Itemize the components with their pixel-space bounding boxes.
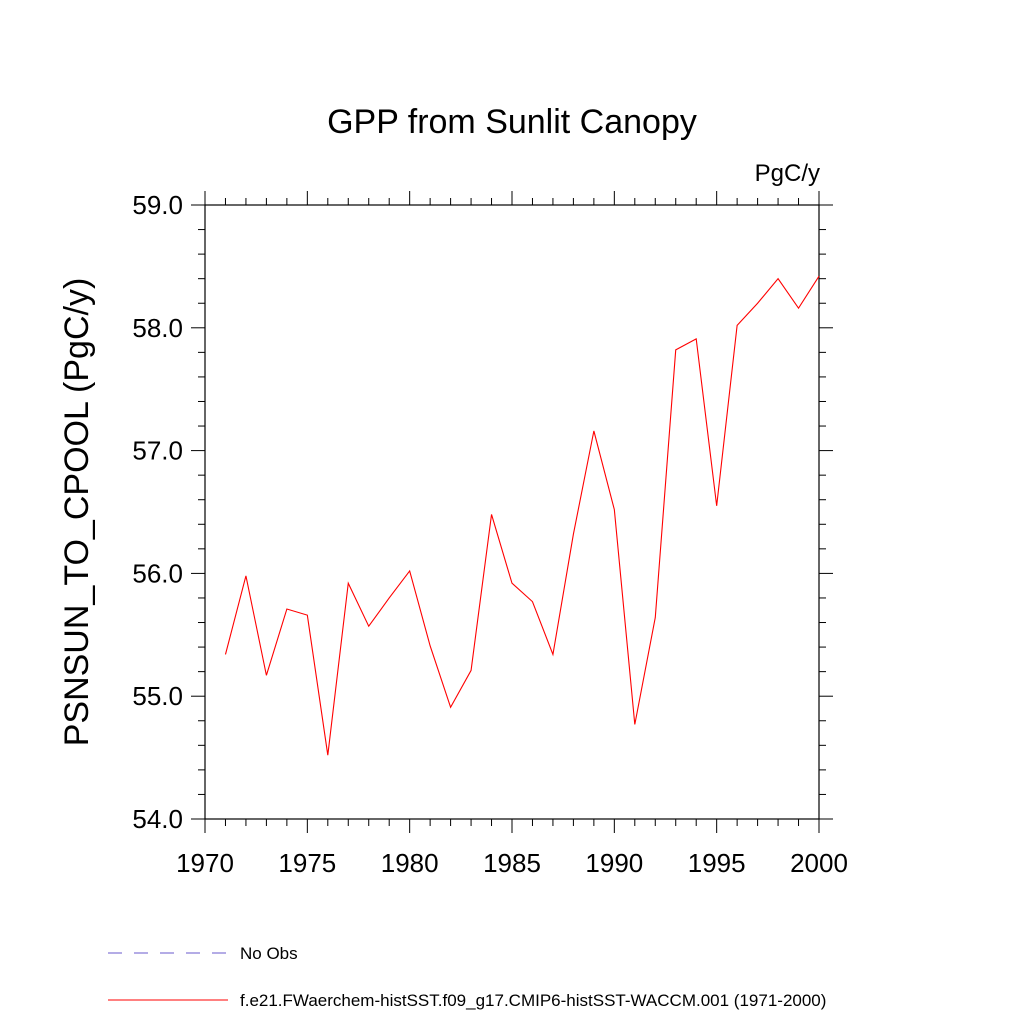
x-tick-label: 1990 [585,848,643,878]
legend-label: No Obs [240,944,298,963]
axis-tick-labels: 1970 1975 1980 1985 1990 1995 2000 54.0 55.0 56.0… [132,190,848,878]
y-tick-label: 54.0 [132,804,183,834]
series-layer [224,275,820,756]
x-tick-label: 2000 [790,848,848,878]
x-tick-label: 1980 [381,848,439,878]
chart-title: GPP from Sunlit Canopy [327,103,697,141]
axis-ticks [191,191,833,833]
plot-frame [204,204,820,820]
units-label: PgC/y [755,160,820,187]
x-tick-label: 1975 [278,848,336,878]
legend: No Obs f.e21.FWaerchem-histSST.f09_g17.CM… [108,944,826,1010]
y-tick-label: 56.0 [132,558,183,588]
x-tick-label: 1995 [688,848,746,878]
x-tick-label: 1985 [483,848,541,878]
y-axis-label: PSNSUN_TO_CPOOL (PgC/y) [58,278,96,747]
y-tick-label: 58.0 [132,313,183,343]
y-tick-label: 57.0 [132,436,183,466]
x-tick-label: 1970 [176,848,234,878]
y-tick-label: 55.0 [132,681,183,711]
y-tick-label: 59.0 [132,190,183,220]
legend-label: f.e21.FWaerchem-histSST.f09_g17.CMIP6-hi… [240,991,826,1010]
series-line [224,275,820,756]
